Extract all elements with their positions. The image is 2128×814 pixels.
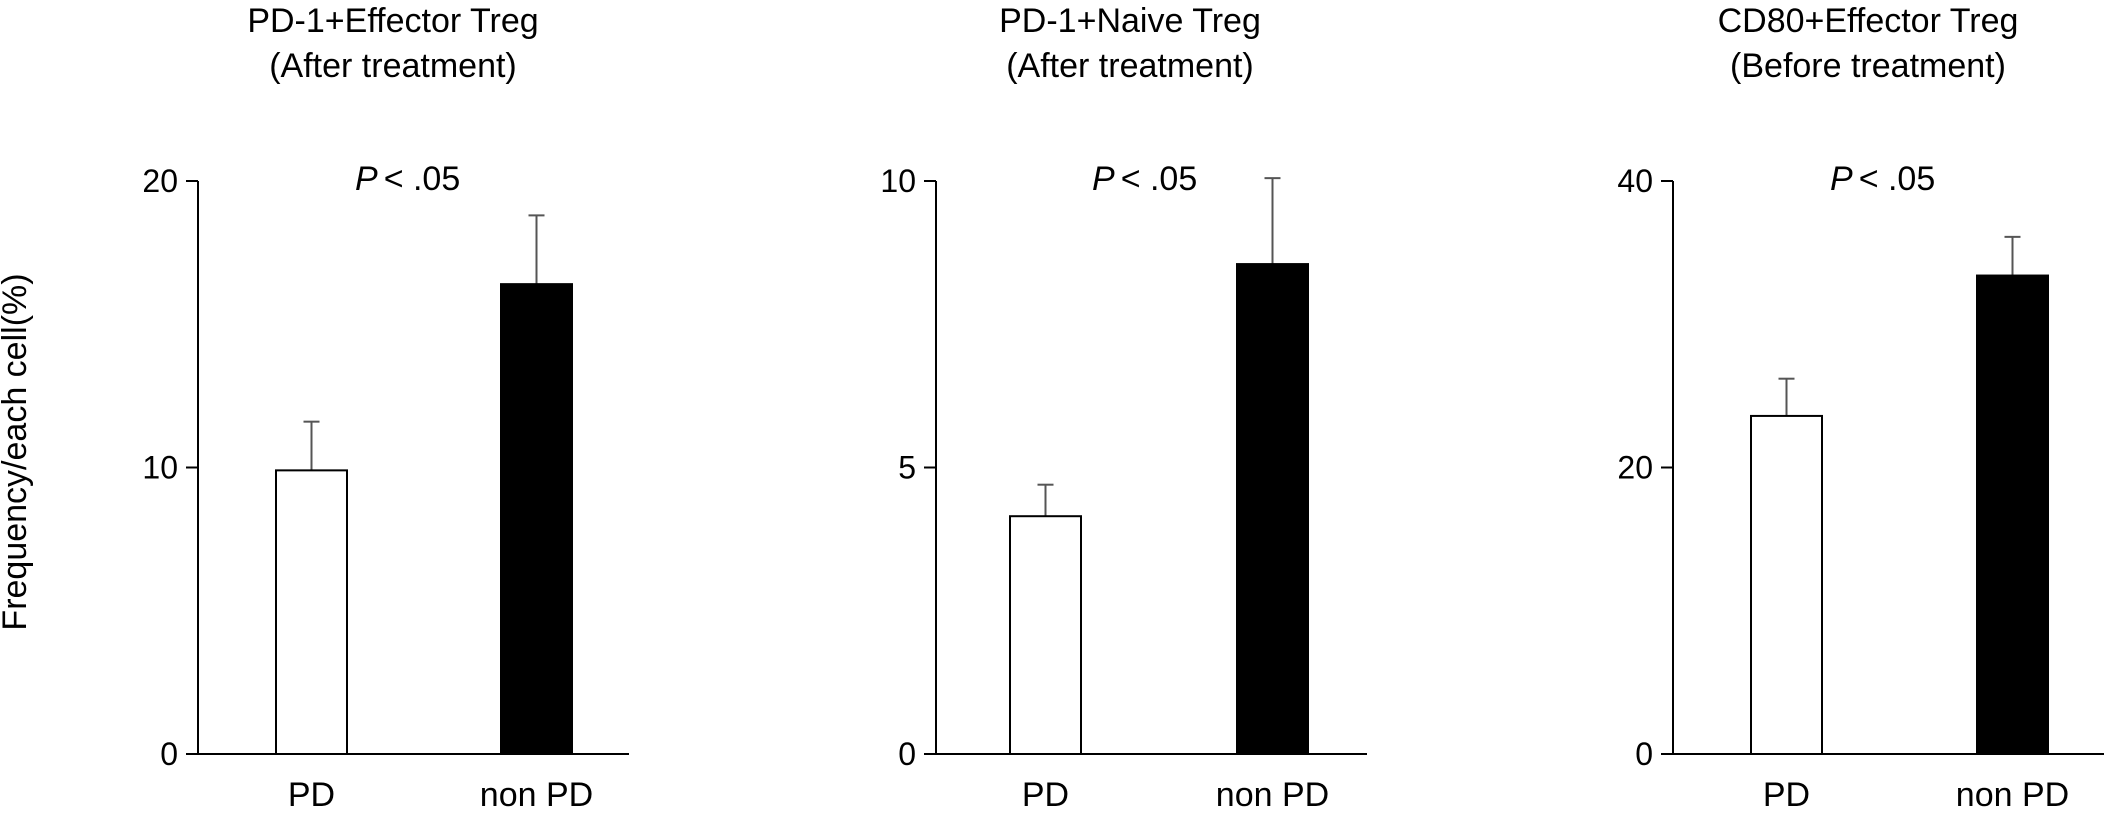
chart-title: PD-1+Naive Treg <box>999 2 1261 40</box>
p-symbol: P <box>1092 160 1115 198</box>
p-value-text: < .05 <box>1859 160 1936 198</box>
chart-panel-3: CD80+Effector Treg (Before treatment) 0 20 4… <box>1617 2 2104 814</box>
y-tick-label: 40 <box>1617 163 1653 199</box>
category-label: non PD <box>1956 776 2069 814</box>
p-symbol: P <box>355 160 378 198</box>
chart-subtitle: (Before treatment) <box>1730 47 2006 85</box>
bar-non-pd <box>1976 274 2049 755</box>
bar-non-pd <box>500 283 573 755</box>
category-label: PD <box>288 776 335 814</box>
bar-non-pd <box>1236 263 1309 755</box>
chart-panel-1: PD-1+Effector Treg (After treatment) 0 10 20… <box>142 2 629 814</box>
p-value-text: < .05 <box>384 160 461 198</box>
chart-subtitle: (After treatment) <box>269 47 517 85</box>
chart-panels: PD-1+Effector Treg (After treatment) 0 10 20… <box>142 2 2104 814</box>
y-tick-label: 0 <box>160 736 178 772</box>
p-value-annotation: P < .05 <box>1092 160 1197 198</box>
y-tick-label: 0 <box>898 736 916 772</box>
bar-pd <box>1750 414 1823 755</box>
y-tick-label: 10 <box>880 163 916 199</box>
chart-panel-2: PD-1+Naive Treg (After treatment) 0 5 10 PD no… <box>880 2 1367 814</box>
category-label: non PD <box>1216 776 1329 814</box>
y-tick-label: 10 <box>142 450 178 486</box>
chart-subtitle: (After treatment) <box>1006 47 1254 85</box>
p-value-annotation: P < .05 <box>355 160 460 198</box>
category-label: PD <box>1022 776 1069 814</box>
category-label: non PD <box>480 776 593 814</box>
p-symbol: P <box>1830 160 1853 198</box>
bar-pd <box>1009 515 1082 756</box>
y-tick-label: 5 <box>898 450 916 486</box>
y-axis-label: Frequency/each cell(%) <box>0 273 34 630</box>
y-tick-label: 0 <box>1635 736 1653 772</box>
bar-pd <box>275 469 348 755</box>
p-value-annotation: P < .05 <box>1830 160 1935 198</box>
category-label: PD <box>1763 776 1810 814</box>
p-value-text: < .05 <box>1121 160 1198 198</box>
y-tick-label: 20 <box>142 163 178 199</box>
chart-title: CD80+Effector Treg <box>1718 2 2019 40</box>
y-tick-label: 20 <box>1617 450 1653 486</box>
chart-title: PD-1+Effector Treg <box>247 2 538 40</box>
